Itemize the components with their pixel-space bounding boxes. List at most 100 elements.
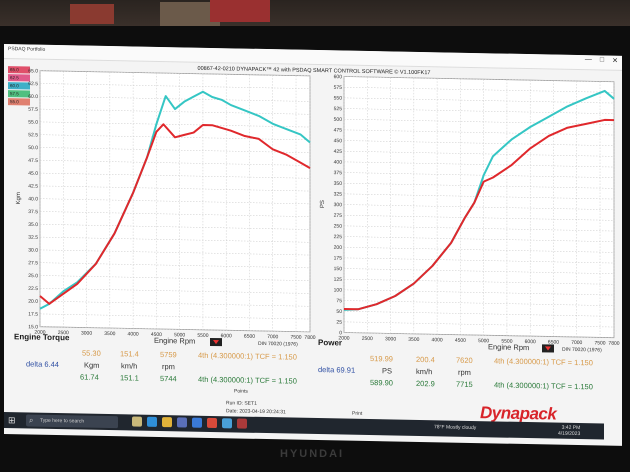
gridline-horizontal — [40, 313, 310, 320]
y-tick-label: 375 — [334, 170, 343, 176]
x-tick-label: 2000 — [338, 335, 349, 341]
y-tick-label: 32.5 — [28, 235, 38, 241]
file-explorer-icon[interactable] — [162, 417, 172, 428]
weather-widget[interactable]: 78°F Mostly cloudy — [434, 424, 477, 432]
background-object — [210, 0, 270, 22]
torque-unit-3: rpm — [162, 362, 175, 372]
gridline-horizontal — [40, 288, 310, 294]
torque-chart: 15.0 17.5 20.0 22.5 25.0 27.5 30.0 32.5 35.0 37.5… — [16, 68, 316, 341]
y-tick-label: 57.5 — [28, 107, 38, 113]
gridline-horizontal — [40, 262, 310, 269]
torque-v2-r2: 151.1 — [120, 373, 139, 383]
y-tick-label: 0 — [339, 330, 342, 336]
gridline-horizontal — [344, 140, 614, 146]
torque-v2-r1: 151.4 — [120, 349, 139, 359]
y-tick-label: 35.0 — [28, 222, 38, 228]
y-tick-label: 450 — [334, 138, 343, 144]
mail-icon[interactable] — [192, 417, 202, 428]
y-axis-label: PS — [320, 200, 326, 208]
power-din: DIN 70020 (1976) — [562, 346, 602, 354]
power-v1-r1: 519.99 — [370, 354, 393, 364]
power-v2-r2: 202.9 — [416, 378, 435, 389]
y-tick-label: 125 — [334, 277, 343, 283]
y-tick-label: 65.0 — [28, 68, 38, 74]
gridline-horizontal — [344, 76, 614, 82]
gridline-horizontal — [344, 172, 614, 178]
app-icon[interactable] — [222, 418, 232, 429]
y-tick-label: 525 — [334, 106, 343, 112]
x-tick-label: 6000 — [221, 333, 232, 339]
x-tick-label: 5500 — [501, 339, 512, 345]
y-tick-label: 350 — [334, 181, 343, 187]
gridline-horizontal — [344, 182, 614, 189]
torque-readout-title: Engine Torque — [14, 332, 70, 343]
rpm-dropdown-arrow-icon[interactable] — [210, 337, 222, 347]
gridline-horizontal — [344, 321, 614, 328]
power-unit-2: km/h — [416, 366, 433, 377]
close-button[interactable]: ✕ — [612, 57, 618, 65]
taskbar-search[interactable]: ⌕ Type here to search — [26, 414, 118, 429]
x-tick-label: 7000 — [571, 340, 582, 346]
x-tick-label: 5000 — [478, 338, 489, 344]
x-tick-label: 5000 — [174, 332, 185, 338]
maximize-button[interactable]: □ — [599, 56, 605, 64]
rpm-dropdown-arrow-icon[interactable] — [542, 344, 554, 353]
y-tick-label: 75 — [336, 298, 342, 304]
y-tick-label: 55.0 — [28, 119, 38, 125]
gridline-horizontal — [344, 214, 614, 221]
x-tick-label: 7800 — [608, 341, 619, 347]
gridline-horizontal — [40, 224, 310, 230]
x-tick-label: 3000 — [81, 330, 92, 336]
power-chart: 0 25 50 75 100 125 150 175 200 225 250 275 300 325 350… — [320, 74, 620, 347]
gridline-horizontal — [344, 268, 614, 274]
y-tick-label: 500 — [334, 117, 343, 123]
x-tick-label: 7500 — [290, 335, 301, 341]
store-icon[interactable] — [177, 417, 187, 428]
y-tick-label: 17.5 — [28, 311, 38, 317]
gridline-horizontal — [40, 121, 310, 128]
power-gear-r2: 4th (4.300000:1) TCF = 1.150 — [494, 380, 593, 392]
y-tick-label: 575 — [334, 85, 343, 91]
print-file[interactable]: Print — [352, 410, 363, 417]
app-icon[interactable] — [237, 418, 247, 429]
windows-icon[interactable]: ⊞ — [8, 415, 16, 426]
x-tick-label: 2500 — [58, 330, 69, 336]
y-tick-label: 250 — [334, 223, 343, 229]
gridline-horizontal — [344, 310, 614, 317]
gridline-horizontal — [344, 246, 614, 253]
power-v2-r1: 200.4 — [416, 354, 435, 365]
app-window: PSDAQ Portfolio — □ ✕ 00867-42-0210 DYNA… — [4, 44, 622, 446]
edge-icon[interactable] — [147, 416, 157, 427]
y-tick-label: 550 — [334, 95, 343, 101]
torque-v3-r1: 5759 — [160, 349, 177, 360]
y-tick-label: 400 — [334, 159, 343, 165]
x-tick-label: 3000 — [385, 336, 396, 342]
power-delta: delta 69.91 — [318, 365, 356, 375]
y-tick-label: 52.5 — [28, 132, 38, 138]
y-tick-label: 50 — [336, 309, 342, 315]
gridline-horizontal — [344, 278, 614, 285]
torque-gear-r2: 4th (4.300000:1) TCF = 1.150 — [198, 374, 297, 386]
chrome-icon[interactable] — [207, 417, 217, 429]
y-tick-label: 25 — [336, 320, 342, 326]
torque-rpm-label: Engine Rpm — [154, 335, 196, 346]
gridline-horizontal — [40, 236, 310, 243]
gridline-horizontal — [344, 225, 614, 232]
minimize-button[interactable]: — — [584, 56, 592, 64]
y-tick-label: 275 — [334, 213, 343, 219]
gridline-horizontal — [344, 108, 614, 114]
background-object — [70, 4, 114, 24]
x-tick-label: 2500 — [362, 336, 373, 342]
gridline-horizontal — [40, 160, 310, 166]
gridline-horizontal — [40, 185, 310, 192]
gridline-horizontal — [40, 96, 310, 102]
x-tick-label: 7800 — [304, 335, 315, 341]
system-clock[interactable]: 3:42 PM 4/19/2023 — [558, 425, 580, 437]
gridline-horizontal — [344, 204, 614, 210]
torque-v1-r2: 61.74 — [80, 372, 99, 382]
x-tick-label: 7000 — [267, 334, 278, 340]
task-view-icon[interactable] — [132, 416, 142, 427]
app-name: PSDAQ Portfolio — [8, 46, 46, 53]
x-tick-label: 3500 — [104, 331, 115, 337]
run-date: Date: 2023-04-19 20:24:31 — [226, 408, 286, 416]
